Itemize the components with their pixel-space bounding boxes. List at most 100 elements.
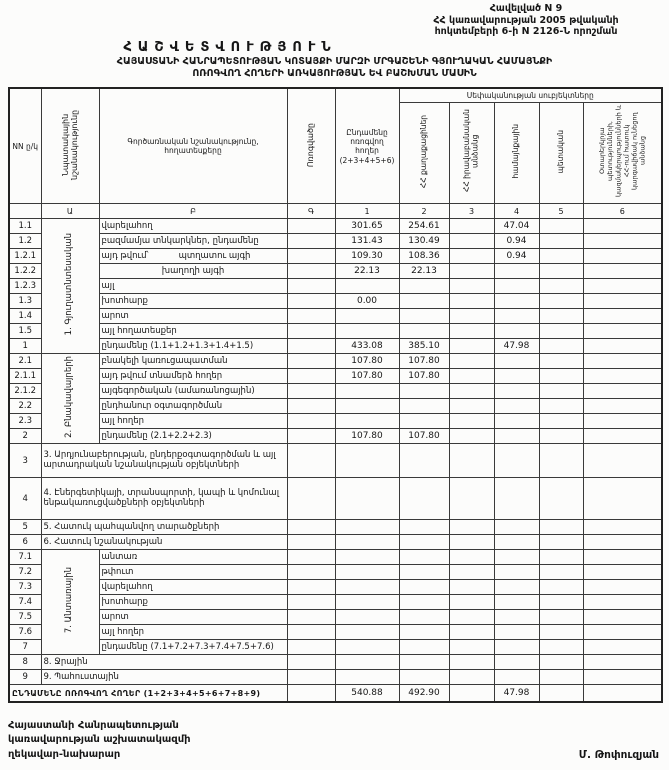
- value-cell-foreign: [582, 263, 663, 280]
- value-cell-legal: [448, 293, 495, 310]
- value-cell-total: [334, 654, 400, 671]
- row-number-cell: 7.6: [8, 624, 42, 641]
- value-cell-community: [493, 534, 540, 551]
- value-cell-state: [538, 609, 584, 626]
- value-cell-total: [334, 624, 400, 641]
- letter-cell: Գ: [286, 203, 336, 220]
- row-number-cell: 2.3: [8, 413, 42, 430]
- col-header-total-irrigated: Ընդամենը ոռոգվող հողեր (2+3+4+5+6): [334, 87, 400, 205]
- row-number-cell: 1: [8, 338, 42, 355]
- table-row: 1.2.2 խաղողի այգի 22.13 22.13: [8, 263, 663, 280]
- value-cell-foreign: [582, 428, 663, 445]
- table-row: 9 9. Պահուստային: [8, 669, 663, 686]
- table-row: 7.2 թփուտ: [8, 564, 663, 581]
- note-cell: [286, 278, 336, 295]
- land-type-cell: այդ թվում՝ պտղատու այգի: [98, 248, 288, 265]
- col-header-foreign-label: Օտարերկրյա պետությունների, կազմակերպությ…: [597, 105, 647, 198]
- land-type-label: այդ թվում՝: [101, 250, 149, 261]
- land-type-cell: բազմամյա տնկարկներ, ընդամենը: [98, 233, 288, 250]
- note-cell: [286, 293, 336, 310]
- value-cell-foreign: [582, 338, 663, 355]
- value-cell-legal: [448, 233, 495, 250]
- row-number-cell: 1.2: [8, 233, 42, 250]
- value-cell-citizens: [398, 519, 450, 536]
- value-cell-foreign: [582, 323, 663, 340]
- note-cell: [286, 654, 336, 671]
- note-cell: [286, 579, 336, 596]
- signatory-title-line-1: Հայաստանի Հանրապետության: [8, 719, 179, 731]
- value-cell-state: [538, 669, 584, 686]
- value-cell-foreign: [582, 534, 663, 551]
- value-cell-total: 22.13: [334, 263, 400, 280]
- value-cell-state: [538, 233, 584, 250]
- note-cell: [286, 564, 336, 581]
- land-type-cell: 5. Հատուկ պահպանվող տարածքների: [40, 519, 288, 536]
- value-cell-foreign: [582, 368, 663, 385]
- table-row: 1.2.1 այդ թվում՝ պտղատու այգի 109.30 108.36 0…: [8, 248, 663, 265]
- header-row-top: NN ը/կ Նպատակային նշանակությունը Գործառն…: [8, 87, 663, 205]
- value-cell-legal: [448, 669, 495, 686]
- annex-line-1: Հավելված N 9: [489, 3, 563, 14]
- note-cell: [286, 428, 336, 445]
- value-cell-citizens: [398, 477, 450, 521]
- table-row: 7.6 այլ հողեր: [8, 624, 663, 641]
- value-cell-state: [538, 639, 584, 656]
- value-cell-total: [334, 669, 400, 686]
- signatory-name: Մ. Թոփուզյան: [578, 749, 659, 762]
- table-row: 1.5 այլ հողատեսքեր: [8, 323, 663, 340]
- land-type-cell: վարելահող: [98, 579, 288, 596]
- value-cell-citizens: [398, 639, 450, 656]
- table-row: 2.1.2 այգեգործական (ամառանոցային): [8, 383, 663, 400]
- value-cell-legal: [448, 218, 495, 235]
- letter-cell: 5: [538, 203, 584, 220]
- row-number-cell: 1.4: [8, 308, 42, 325]
- land-type-cell: բնակելի կառուցապատման: [98, 353, 288, 370]
- row-number-cell: 1.5: [8, 323, 42, 340]
- table-row: 1.1 1. Գյուղատնտեսական վարելահող 301.65 254.…: [8, 218, 663, 355]
- letter-cell: 6: [582, 203, 663, 220]
- note-cell: [286, 248, 336, 265]
- land-type-cell: վարելահող: [98, 218, 288, 235]
- value-cell-total: [334, 383, 400, 400]
- land-type-cell: ընդամենը (7.1+7.2+7.3+7.4+7.5+7.6): [98, 639, 288, 656]
- row-number-cell: 7.2: [8, 564, 42, 581]
- value-cell-total: [334, 549, 400, 566]
- value-cell-community: [493, 398, 540, 415]
- land-type-cell: այլ հողեր: [98, 413, 288, 430]
- value-cell-total: 131.43: [334, 233, 400, 250]
- value-cell-foreign: [582, 248, 663, 265]
- row-number-cell: 5: [8, 519, 42, 536]
- signatory-title-line-2: կառավարության աշխատակազմի: [8, 734, 191, 746]
- subtitle-line-1: ՀԱՅԱՍՏԱՆԻ ՀԱՆՐԱՊԵՏՈՒԹՅԱՆ ԿՈՏԱՅՔԻ ՄԱՐԶԻ Մ…: [116, 55, 553, 67]
- value-cell-community: [493, 639, 540, 656]
- value-cell-legal: [448, 639, 495, 656]
- col-header-state: պետական: [538, 102, 584, 205]
- col-header-community: համայնքային: [493, 102, 540, 205]
- value-cell-foreign: [582, 398, 663, 415]
- value-cell-state: [538, 654, 584, 671]
- value-cell-community: [493, 594, 540, 611]
- row-number-cell: 2.1.1: [8, 368, 42, 385]
- table-row: 1.2.3 այլ: [8, 278, 663, 295]
- value-cell-community: [493, 323, 540, 340]
- value-cell-state: [538, 383, 584, 400]
- value-cell-citizens: [398, 443, 450, 479]
- table-row: 7.4 խոտհարք: [8, 594, 663, 611]
- value-cell-legal: [448, 477, 495, 521]
- row-number-cell: 1.1: [8, 218, 42, 235]
- value-cell-community: 47.98: [493, 684, 540, 703]
- value-cell-citizens: 492.90: [398, 684, 450, 703]
- land-type-cell: այլ: [98, 278, 288, 295]
- value-cell-state: [538, 263, 584, 280]
- note-cell: [286, 549, 336, 566]
- table-row: 1.3 խոտհարք 0.00: [8, 293, 663, 310]
- land-type-cell: 4. Էներգետիկայի, տրանսպորտի, կապի և կոմո…: [40, 477, 288, 521]
- land-type-cell: ընդամենը (1.1+1.2+1.3+1.4+1.5): [98, 338, 288, 355]
- irrigated-lands-table: NN ը/կ Նպատակային նշանակությունը Գործառն…: [8, 87, 663, 703]
- value-cell-community: [493, 477, 540, 521]
- land-category-label: 7. Անտառային: [64, 567, 75, 634]
- value-cell-citizens: 107.80: [398, 368, 450, 385]
- value-cell-community: [493, 293, 540, 310]
- value-cell-legal: [448, 323, 495, 340]
- value-cell-community: [493, 368, 540, 385]
